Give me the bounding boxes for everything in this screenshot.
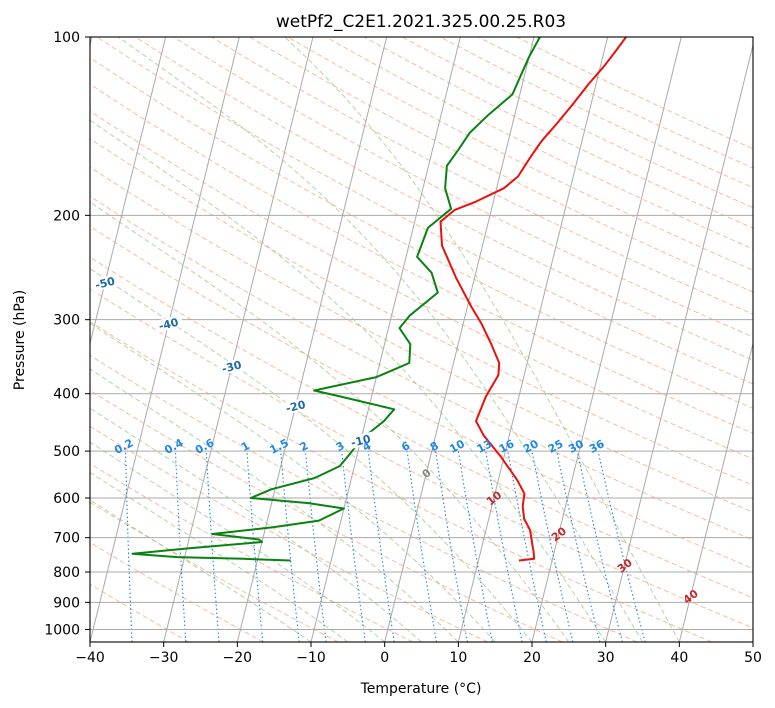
dry-adiabat-line: [90, 583, 190, 642]
isotherm-line: [384, 37, 535, 642]
moist-adiabat-line: [90, 322, 496, 642]
x-tick-label: 50: [744, 650, 762, 666]
mixing-ratio-label: 30: [566, 437, 586, 456]
mixing-ratio-label: 16: [497, 437, 517, 456]
background-lines: [90, 37, 753, 642]
x-tick-label: 30: [597, 650, 615, 666]
temperature-profile-line: [439, 37, 627, 562]
moist-adiabat-line: [90, 441, 385, 642]
y-tick-label: 1000: [44, 622, 80, 638]
line-labels: -100-90-80-70-60-50-40-30-20-100.10.20.4…: [90, 273, 701, 607]
y-tick-label: 400: [53, 387, 80, 403]
isotherm-line: [531, 37, 682, 642]
y-axis-label: Pressure (hPa): [12, 290, 28, 390]
dry-adiabat-line: [90, 57, 753, 409]
dry-adiabat-line: [249, 37, 753, 293]
moist-adiabat-line: [90, 471, 349, 642]
x-tick-label: 10: [449, 650, 467, 666]
x-tick-label: −10: [296, 650, 326, 666]
mixing-ratio-line: [304, 451, 327, 642]
mixing-ratio-line: [597, 450, 646, 642]
dry-adiabat-line: [90, 354, 638, 642]
moist-adiabat-line: [90, 267, 533, 642]
x-tick-label: −40: [75, 650, 105, 666]
moist-adiabat-line: [284, 37, 680, 642]
isotherm-label-background: [216, 357, 247, 376]
isotherm-label: -50: [94, 275, 117, 292]
x-tick-label: 20: [523, 650, 541, 666]
dry-adiabat-line: [211, 37, 753, 315]
y-tick-label: 700: [53, 531, 80, 547]
isotherm-line: [90, 37, 167, 346]
moist-adiabat-line: [118, 37, 643, 642]
mixing-ratio-line: [341, 451, 366, 642]
y-tick-label: 100: [53, 30, 80, 46]
dry-adiabat-line: [90, 166, 753, 513]
mixing-ratio-line: [576, 450, 623, 642]
dry-adiabat-line: [90, 195, 753, 541]
dry-adiabat-line: [90, 288, 753, 629]
isotherm-line: [678, 341, 753, 642]
y-tick-label: 300: [53, 313, 80, 329]
isotherm-line: [605, 42, 753, 642]
y-tick-label: 200: [53, 208, 80, 224]
dry-adiabat-line: [90, 256, 753, 599]
x-axis-ticks: −40 −30 −20 −10 0 10 20 30 40 50: [75, 642, 762, 666]
isotherm-label-background: [90, 273, 121, 293]
mixing-ratio-line: [367, 451, 395, 642]
moist-adiabat-line: [90, 407, 422, 642]
moist-adiabat-line: [90, 119, 607, 642]
y-tick-label: 900: [53, 595, 80, 611]
mixing-ratio-label: 13: [475, 437, 495, 456]
mixing-ratio-label: 25: [546, 437, 566, 456]
mixing-ratio-label: 20: [521, 437, 541, 456]
isotherm-label-background: [153, 314, 184, 334]
y-tick-label: 600: [53, 491, 80, 507]
x-axis-label: Temperature (°C): [360, 681, 482, 697]
isotherm-line: [163, 37, 314, 642]
mixing-ratio-line: [531, 451, 574, 642]
dry-adiabat-line: [90, 389, 563, 642]
mixing-ratio-line: [485, 451, 523, 642]
x-tick-label: 0: [380, 650, 389, 666]
dry-adiabat-line: [90, 321, 712, 642]
mixing-ratio-line: [507, 450, 547, 642]
dry-adiabat-line: [90, 225, 753, 570]
mixing-ratio-line: [406, 451, 437, 642]
mixing-ratio-line: [280, 451, 300, 642]
pressure-gridlines: [90, 37, 753, 630]
x-tick-label: −30: [149, 650, 179, 666]
isotherm-label: -20: [284, 398, 307, 415]
dry-adiabat-line: [90, 501, 339, 642]
mixing-ratio-label: 10: [447, 437, 467, 456]
y-tick-label: 800: [53, 565, 80, 581]
isotherm-line: [310, 37, 461, 642]
dry-adiabat-line: [90, 110, 753, 460]
y-axis-ticks: 100 200 300 400 500 600 700 800 900 1000: [44, 30, 90, 638]
y-tick-label: 500: [53, 444, 80, 460]
mixing-ratio-line: [246, 451, 264, 642]
profile-series: [131, 37, 627, 562]
isotherm-label: -30: [221, 358, 244, 375]
moist-adiabat-line: [90, 201, 570, 642]
isotherm-label-background: [345, 431, 376, 450]
dewpoint-profile-line: [131, 37, 541, 562]
isotherm-line: [457, 37, 609, 642]
mixing-ratio-line: [556, 450, 601, 642]
chart-title: wetPf2_C2E1.2021.325.00.25.R03: [276, 12, 566, 32]
moist-adiabat-line: [90, 368, 459, 642]
mixing-ratio-label: 36: [587, 437, 607, 456]
plot-frame: [89, 36, 754, 643]
isotherm-label-background: [280, 397, 311, 416]
x-tick-label: −20: [223, 650, 253, 666]
dry-adiabat-line: [90, 83, 753, 434]
x-tick-label: 40: [670, 650, 688, 666]
isotherm-label: -40: [157, 316, 180, 333]
dry-adiabat-line: [90, 138, 753, 486]
isotherm-label: -10: [350, 432, 373, 449]
isotherm-line: [90, 37, 240, 642]
